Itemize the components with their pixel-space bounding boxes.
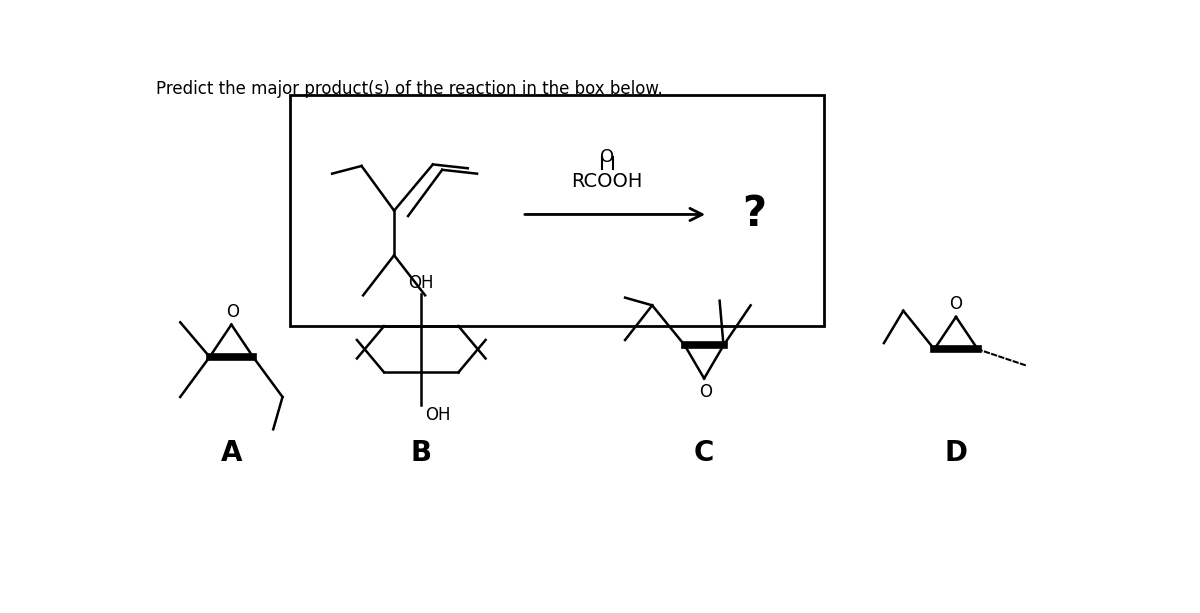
Text: C: C — [694, 439, 714, 467]
Text: O: O — [700, 383, 712, 401]
Text: D: D — [944, 439, 967, 467]
Text: B: B — [410, 439, 432, 467]
Text: ?: ? — [743, 194, 767, 235]
Text: O: O — [227, 303, 240, 321]
Text: A: A — [221, 439, 242, 467]
Text: Predict the major product(s) of the reaction in the box below.: Predict the major product(s) of the reac… — [156, 80, 662, 97]
Text: O: O — [600, 148, 614, 166]
Bar — [289, 95, 824, 326]
Text: RCOOH: RCOOH — [571, 172, 643, 191]
Text: OH: OH — [425, 406, 451, 424]
Text: O: O — [949, 295, 962, 313]
Text: OH: OH — [408, 274, 434, 292]
